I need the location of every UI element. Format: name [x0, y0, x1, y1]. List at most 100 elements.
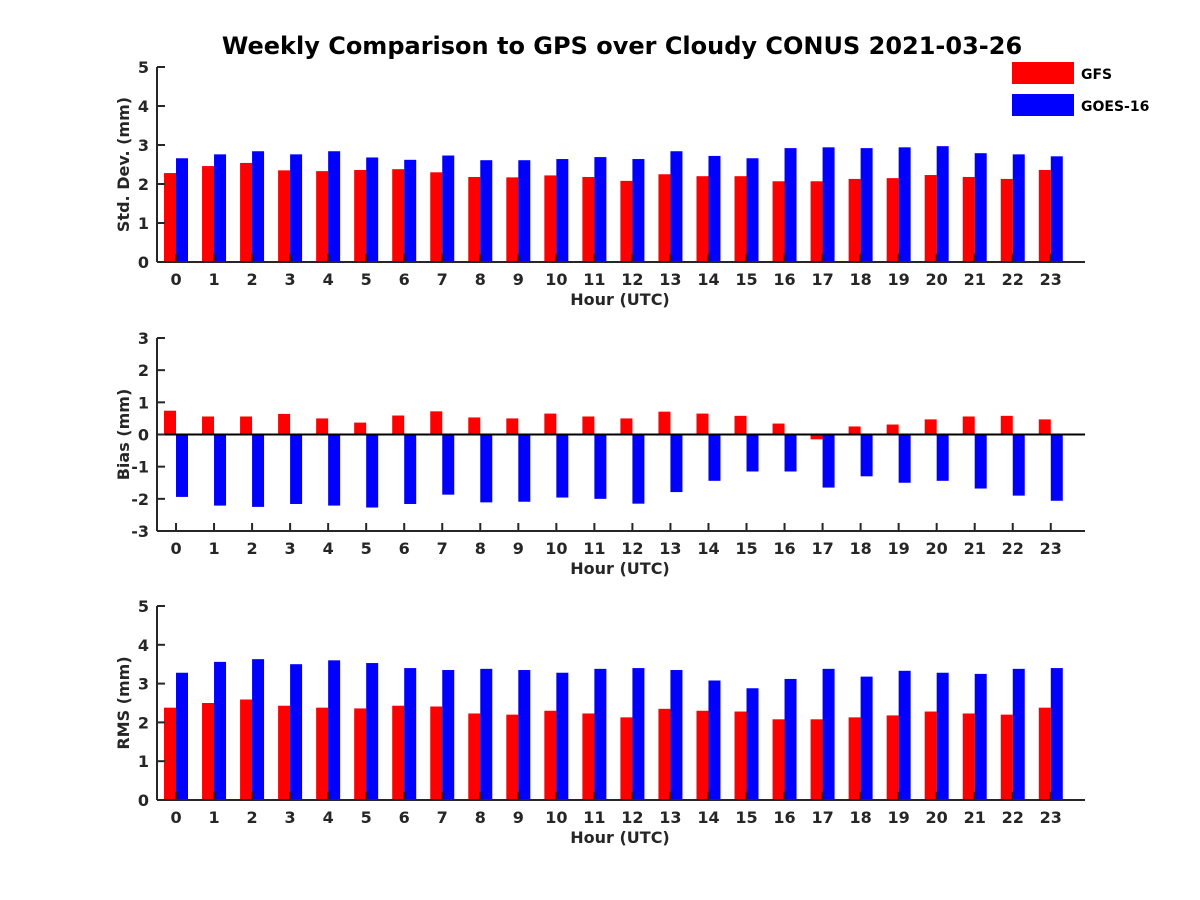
bar-goes16-hour-5	[366, 663, 379, 800]
bar-goes16-hour-0	[176, 158, 189, 262]
bar-gfs-hour-15	[734, 711, 747, 800]
legend-label-gfs: GFS	[1081, 67, 1112, 83]
bar-goes16-hour-2	[252, 659, 265, 800]
x-tick-label: 10	[545, 539, 567, 558]
bar-gfs-hour-1	[202, 416, 215, 435]
x-tick-label: 21	[964, 539, 986, 558]
x-tick-label: 2	[247, 270, 258, 289]
bar-goes16-hour-7	[442, 155, 455, 262]
bar-goes16-hour-5	[366, 157, 379, 262]
bar-gfs-hour-19	[886, 178, 899, 262]
bar-gfs-hour-1	[202, 166, 215, 262]
bar-goes16-hour-17	[822, 668, 835, 800]
bar-goes16-hour-2	[252, 151, 265, 262]
bar-gfs-hour-3	[278, 413, 291, 435]
x-tick-label: 12	[621, 270, 643, 289]
bar-gfs-hour-10	[544, 175, 557, 262]
bar-goes16-hour-7	[442, 670, 455, 800]
bar-gfs-hour-22	[1000, 178, 1013, 262]
bar-gfs-hour-18	[848, 178, 861, 262]
y-tick-label: 1	[138, 752, 149, 771]
bar-goes16-hour-13	[670, 434, 683, 493]
bar-gfs-hour-17	[810, 434, 823, 440]
bar-goes16-hour-23	[1050, 434, 1063, 501]
y-tick-label: -1	[131, 458, 149, 477]
bar-goes16-hour-20	[936, 672, 949, 800]
y-tick-label: 2	[138, 361, 149, 380]
bar-gfs-hour-5	[354, 708, 367, 800]
y-tick-label: 1	[138, 393, 149, 412]
x-tick-label: 4	[323, 539, 334, 558]
bar-gfs-hour-11	[582, 416, 595, 435]
y-tick-label: 5	[138, 58, 149, 77]
bar-gfs-hour-8	[468, 713, 481, 800]
x-tick-label: 6	[399, 270, 410, 289]
x-tick-label: 14	[697, 270, 719, 289]
bar-gfs-hour-15	[734, 415, 747, 435]
bar-goes16-hour-15	[746, 158, 759, 262]
bar-goes16-hour-23	[1050, 668, 1063, 800]
bar-gfs-hour-4	[316, 707, 329, 800]
legend-label-goes16: GOES-16	[1081, 99, 1149, 115]
bar-gfs-hour-18	[848, 426, 861, 435]
x-tick-label: 3	[285, 808, 296, 827]
x-tick-label: 13	[659, 270, 681, 289]
bar-gfs-hour-14	[696, 176, 709, 262]
bar-gfs-hour-1	[202, 703, 215, 800]
x-tick-label: 22	[1002, 539, 1024, 558]
bar-goes16-hour-14	[708, 434, 721, 481]
bar-goes16-hour-9	[518, 160, 531, 262]
y-tick-label: 5	[138, 597, 149, 616]
bar-gfs-hour-11	[582, 176, 595, 262]
y-tick-label: 4	[138, 636, 149, 655]
x-tick-label: 0	[170, 808, 181, 827]
bar-goes16-hour-11	[594, 434, 607, 499]
bar-gfs-hour-12	[620, 418, 633, 435]
x-tick-label: 4	[323, 270, 334, 289]
x-tick-label: 0	[170, 539, 181, 558]
bar-gfs-hour-0	[164, 707, 177, 800]
bar-gfs-hour-7	[430, 411, 443, 435]
bar-goes16-hour-7	[442, 434, 455, 495]
bar-gfs-hour-9	[506, 177, 519, 262]
bar-goes16-hour-0	[176, 434, 189, 497]
bar-goes16-hour-11	[594, 157, 607, 262]
y-tick-label: 3	[138, 675, 149, 694]
x-tick-label: 4	[323, 808, 334, 827]
bar-gfs-hour-19	[886, 715, 899, 800]
x-tick-label: 20	[926, 808, 948, 827]
x-tick-label: 20	[926, 270, 948, 289]
bar-gfs-hour-14	[696, 710, 709, 800]
bar-goes16-hour-4	[328, 151, 341, 262]
bar-goes16-hour-3	[290, 664, 303, 800]
x-tick-label: 8	[475, 808, 486, 827]
x-axis-label: Hour (UTC)	[570, 290, 670, 309]
bar-gfs-hour-5	[354, 169, 367, 262]
bar-goes16-hour-20	[936, 434, 949, 481]
y-tick-label: 3	[138, 136, 149, 155]
bar-gfs-hour-21	[962, 713, 975, 800]
bar-goes16-hour-23	[1050, 156, 1063, 262]
x-tick-label: 13	[659, 539, 681, 558]
bar-gfs-hour-16	[772, 423, 785, 435]
x-tick-label: 11	[583, 808, 605, 827]
x-tick-label: 2	[247, 808, 258, 827]
y-tick-label: 0	[138, 791, 149, 810]
bar-gfs-hour-22	[1000, 714, 1013, 800]
bar-goes16-hour-5	[366, 434, 379, 508]
bar-gfs-hour-2	[240, 699, 253, 800]
bar-gfs-hour-20	[924, 419, 937, 435]
x-tick-label: 19	[888, 270, 910, 289]
bar-gfs-hour-13	[658, 174, 671, 262]
bar-gfs-hour-22	[1000, 415, 1013, 435]
bar-goes16-hour-21	[974, 153, 987, 262]
y-tick-label: 0	[138, 426, 149, 445]
x-tick-label: 6	[399, 539, 410, 558]
bar-gfs-hour-3	[278, 705, 291, 800]
chart-title: Weekly Comparison to GPS over Cloudy CON…	[222, 32, 1022, 60]
bar-goes16-hour-9	[518, 434, 531, 502]
x-tick-label: 11	[583, 539, 605, 558]
x-tick-label: 10	[545, 270, 567, 289]
bar-gfs-hour-21	[962, 416, 975, 435]
bar-gfs-hour-2	[240, 162, 253, 262]
